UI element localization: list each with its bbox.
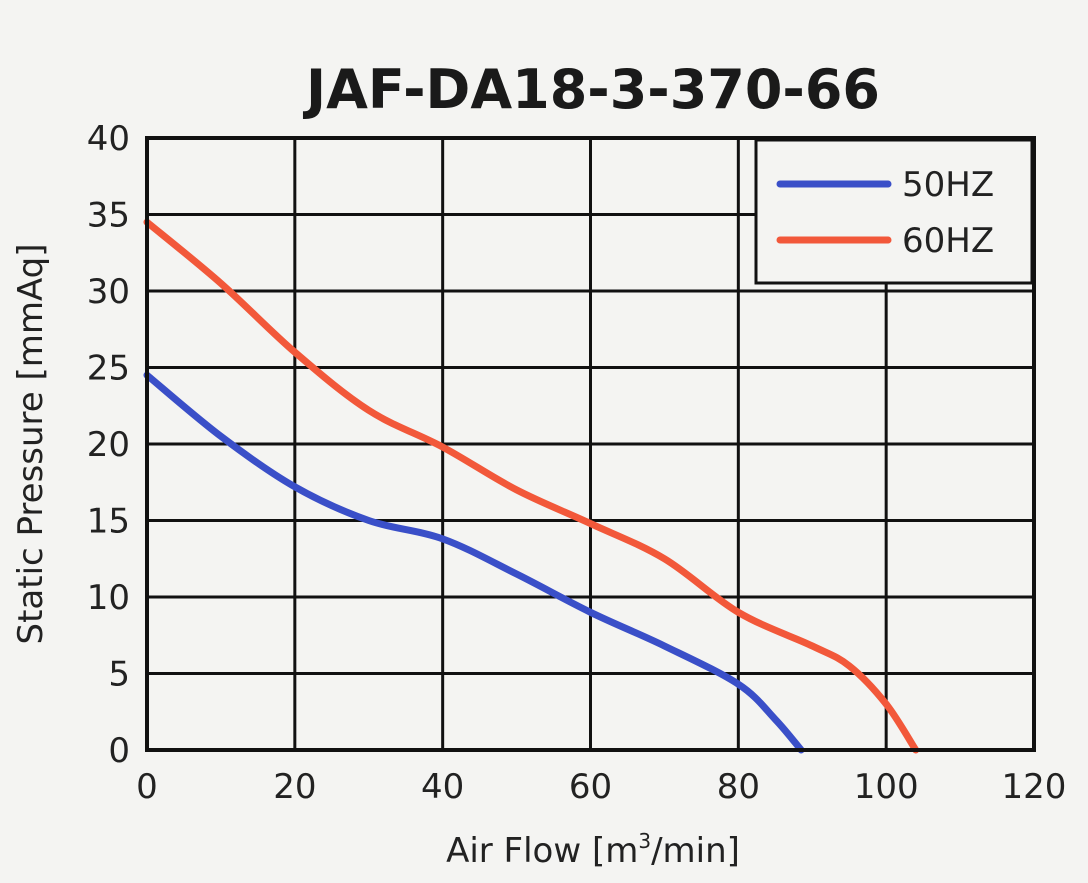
y-tick-label: 20: [87, 425, 130, 465]
series-line-50hz: [143, 371, 805, 754]
legend-label-50hz: 50HZ: [902, 165, 994, 205]
y-tick-label: 35: [87, 196, 130, 236]
y-axis-label: Static Pressure [mmAq]: [11, 243, 51, 644]
x-tick-label: 60: [569, 767, 612, 807]
x-tick-label: 120: [1002, 767, 1067, 807]
chart-title: JAF-DA18-3-370-66: [302, 58, 880, 121]
y-tick-label: 25: [87, 349, 130, 389]
series-layer: [143, 218, 920, 754]
x-axis-ticks: 0 20 40 60 80 100 120: [136, 767, 1066, 807]
x-tick-label: 100: [854, 767, 919, 807]
y-axis-ticks: 0 5 10 15 20 25 30 35 40: [87, 119, 130, 771]
y-tick-label: 10: [87, 578, 130, 618]
x-tick-label: 20: [273, 767, 316, 807]
x-axis-label: Air Flow [m3/min]: [446, 829, 740, 871]
y-tick-label: 15: [87, 502, 130, 542]
y-tick-label: 5: [108, 655, 130, 695]
series-line-60hz: [143, 218, 920, 754]
legend: 50HZ 60HZ: [754, 138, 1034, 285]
y-tick-label: 30: [87, 272, 130, 312]
x-tick-label: 0: [136, 767, 158, 807]
y-tick-label: 40: [87, 119, 130, 159]
legend-box: [754, 138, 1034, 285]
legend-label-60hz: 60HZ: [902, 221, 994, 261]
x-tick-label: 80: [717, 767, 760, 807]
x-tick-label: 40: [421, 767, 464, 807]
plot-frame: [145, 136, 1036, 752]
y-tick-label: 0: [108, 731, 130, 771]
